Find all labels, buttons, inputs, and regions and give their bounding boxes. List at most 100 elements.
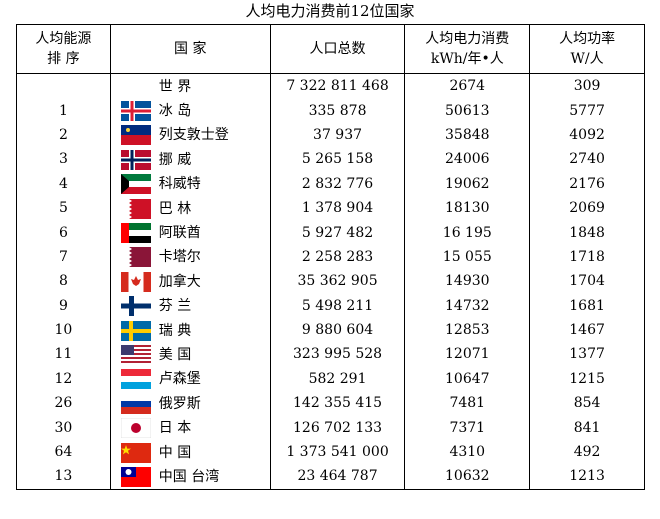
rank-cell: 6 [16,220,111,245]
population: 323 995 528 [293,346,383,363]
power: 1213 [569,468,605,485]
consumption-cell: 15 055 [404,244,531,270]
flag-icon [120,442,151,463]
country-cell: 卡塔尔 [109,244,271,270]
flag-icon [120,271,151,292]
power: 1718 [569,248,605,265]
table-row: 26 俄罗斯 142 355 415 7481 854 [16,391,645,416]
header-text: 排 序 [47,51,80,67]
consumption: 2674 [449,78,486,95]
rank-cell [16,73,111,99]
country-name: 加拿大 [158,273,201,290]
consumption: 7371 [449,419,486,436]
power: 1704 [569,273,605,290]
header-text: 人均电力消费 [425,31,510,47]
country-name: 阿联酋 [158,225,201,242]
table-row: 1 冰 岛 335 878 50613 5777 [16,98,645,123]
power: 2176 [569,175,605,192]
population: 2 832 776 [301,175,374,192]
rank: 30 [54,419,73,436]
consumption-cell: 7371 [404,415,531,440]
rank-cell: 9 [16,293,111,318]
table-row: 3 挪 威 5 265 158 24006 2740 [16,147,645,172]
flag-shape [120,360,151,363]
rank-cell: 5 [16,195,111,221]
rank-cell: 30 [16,415,111,440]
flag-shape [120,174,151,182]
rank: 11 [54,346,73,363]
flag-shape [120,158,151,162]
power-cell: 2740 [529,147,645,172]
power: 1377 [569,346,605,363]
rank-cell: 64 [16,439,111,465]
flag-shape [143,271,151,292]
population-cell: 582 291 [269,366,406,392]
power: 5777 [569,102,605,119]
population-cell: 5 927 482 [269,220,406,245]
consumption-cell: 50613 [404,98,531,123]
country-cell: 中国 台湾 [109,464,271,490]
country-cell: 科威特 [109,171,271,196]
flag-icon [120,174,151,195]
rank: 10 [54,322,73,339]
power: 1467 [569,322,605,339]
consumption-cell: 35848 [404,122,531,148]
population: 335 878 [308,102,367,119]
country-cell: 世 界 [109,73,271,99]
flag-shape [120,181,151,188]
rank: 26 [54,395,73,412]
flag-shape [120,187,151,195]
rank: 13 [54,468,73,485]
consumption: 14930 [445,273,490,290]
country-cell: 日 本 [109,415,271,440]
header-cell: 国 家 [109,24,271,74]
table-row: 30 日 本 126 702 133 7371 841 [16,415,645,440]
population-cell: 7 322 811 468 [269,73,406,99]
table-row: 11 美 国 323 995 528 12071 1377 [16,342,645,367]
header-text: 人口总数 [309,41,366,57]
header-text: 国 家 [174,41,207,57]
flag-icon [120,101,151,122]
header-text: 人均功率 [559,31,616,47]
country-name: 瑞 典 [158,322,192,339]
flag-icon [120,223,151,244]
rank: 5 [58,200,68,217]
population-cell: 142 355 415 [269,391,406,416]
flag-shape [120,442,151,463]
consumption: 24006 [445,151,490,168]
population-cell: 37 937 [269,122,406,148]
rank: 7 [58,248,68,265]
flag-shape [120,223,151,231]
rank-cell: 11 [16,342,111,367]
country-name: 中 国 [158,444,192,461]
country-cell: 冰 岛 [109,98,271,123]
flag-shape [120,174,129,195]
header-row: 人均能源排 序 国 家 人口总数 人均电力消费 kWh/年•人 人均功率 W/人 [16,24,645,74]
consumption: 7481 [449,395,486,412]
rank: 1 [58,102,68,119]
rank: 64 [54,444,73,461]
flag-shape [120,223,129,244]
rank: 9 [58,297,68,314]
table-row: 13 中国 台湾 23 464 787 10632 1213 [16,464,645,490]
flag-icon [120,125,151,146]
flag-icon [120,198,151,219]
rank-cell: 10 [16,317,111,343]
consumption-cell: 19062 [404,171,531,196]
flag-shape [125,128,130,133]
rank-cell: 8 [16,269,111,294]
flag-shape [120,109,151,113]
consumption-cell: 10647 [404,366,531,392]
flag-icon [120,369,151,390]
country-cell: 加拿大 [109,269,271,294]
table-row: 64 中 国 1 373 541 000 4310 492 [16,439,645,465]
population: 2 258 283 [301,248,374,265]
population-cell: 1 378 904 [269,195,406,221]
country-name: 芬 兰 [158,298,192,315]
consumption-cell: 12071 [404,342,531,367]
country-name: 世 界 [158,79,192,96]
population-cell: 126 702 133 [269,415,406,440]
power-cell: 4092 [529,122,645,148]
country-name: 挪 威 [158,151,192,168]
